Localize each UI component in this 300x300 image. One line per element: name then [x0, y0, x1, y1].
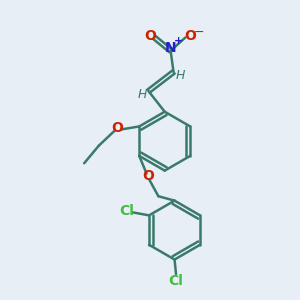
- Text: +: +: [174, 36, 184, 46]
- Text: O: O: [112, 121, 123, 135]
- Text: H: H: [137, 88, 147, 101]
- Text: O: O: [142, 169, 154, 183]
- Text: −: −: [193, 26, 204, 39]
- Text: Cl: Cl: [119, 204, 134, 218]
- Text: N: N: [165, 41, 176, 56]
- Text: Cl: Cl: [169, 274, 184, 288]
- Text: H: H: [175, 69, 185, 82]
- Text: O: O: [184, 29, 196, 43]
- Text: O: O: [144, 29, 156, 43]
